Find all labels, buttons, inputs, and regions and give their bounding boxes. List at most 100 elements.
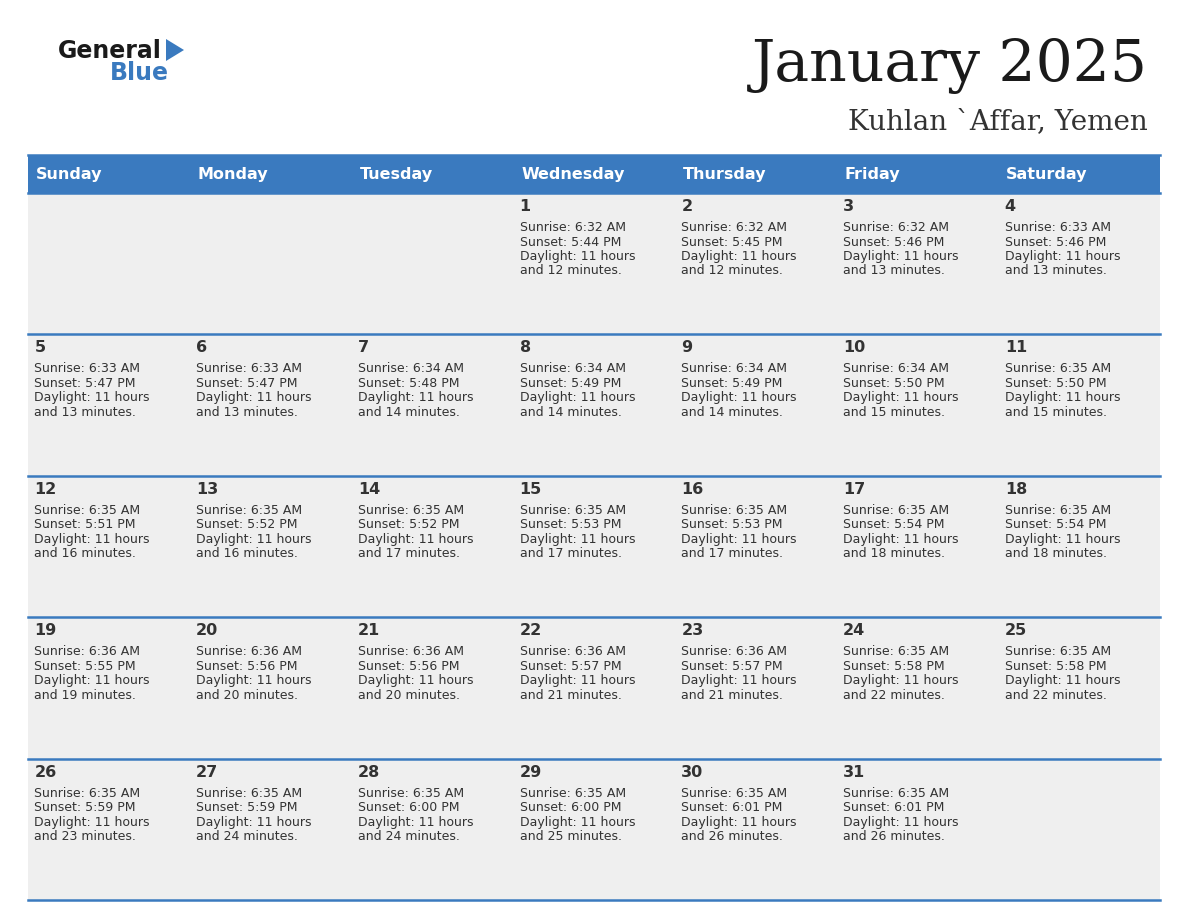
Text: Daylight: 11 hours: Daylight: 11 hours	[843, 815, 959, 829]
Text: Sunset: 5:47 PM: Sunset: 5:47 PM	[34, 377, 135, 390]
Text: Daylight: 11 hours: Daylight: 11 hours	[843, 250, 959, 263]
Text: 22: 22	[519, 623, 542, 638]
Text: 28: 28	[358, 765, 380, 779]
Bar	[836, 334, 998, 476]
Text: Sunset: 5:48 PM: Sunset: 5:48 PM	[358, 377, 460, 390]
Text: Daylight: 11 hours: Daylight: 11 hours	[358, 815, 473, 829]
Text: Sunday: Sunday	[36, 166, 102, 182]
Text: Sunrise: 6:33 AM: Sunrise: 6:33 AM	[196, 363, 302, 375]
Text: Daylight: 11 hours: Daylight: 11 hours	[843, 532, 959, 546]
Bar	[836, 758, 998, 900]
Text: and 17 minutes.: and 17 minutes.	[519, 547, 621, 560]
Bar	[513, 617, 675, 758]
Text: Sunrise: 6:36 AM: Sunrise: 6:36 AM	[519, 645, 626, 658]
Text: Sunrise: 6:34 AM: Sunrise: 6:34 AM	[519, 363, 626, 375]
Bar	[190, 758, 352, 900]
Text: 19: 19	[34, 623, 57, 638]
Text: 24: 24	[843, 623, 865, 638]
Text: Daylight: 11 hours: Daylight: 11 hours	[1005, 532, 1120, 546]
Text: Daylight: 11 hours: Daylight: 11 hours	[682, 674, 797, 688]
Text: and 21 minutes.: and 21 minutes.	[682, 688, 783, 701]
Text: Daylight: 11 hours: Daylight: 11 hours	[682, 815, 797, 829]
Text: Sunrise: 6:32 AM: Sunrise: 6:32 AM	[519, 221, 626, 234]
Text: Sunset: 5:56 PM: Sunset: 5:56 PM	[358, 660, 460, 673]
Text: and 22 minutes.: and 22 minutes.	[843, 688, 944, 701]
Text: 3: 3	[843, 199, 854, 214]
Text: 31: 31	[843, 765, 865, 779]
Text: Sunset: 5:52 PM: Sunset: 5:52 PM	[196, 519, 298, 532]
Bar	[29, 334, 190, 476]
Text: Sunrise: 6:34 AM: Sunrise: 6:34 AM	[358, 363, 463, 375]
Text: and 22 minutes.: and 22 minutes.	[1005, 688, 1107, 701]
Text: 7: 7	[358, 341, 369, 355]
Text: and 21 minutes.: and 21 minutes.	[519, 688, 621, 701]
Bar	[513, 193, 675, 334]
Text: Sunset: 5:57 PM: Sunset: 5:57 PM	[519, 660, 621, 673]
Text: and 19 minutes.: and 19 minutes.	[34, 688, 137, 701]
Text: Daylight: 11 hours: Daylight: 11 hours	[358, 674, 473, 688]
Text: Sunset: 5:54 PM: Sunset: 5:54 PM	[1005, 519, 1106, 532]
Text: Sunrise: 6:35 AM: Sunrise: 6:35 AM	[682, 787, 788, 800]
Text: Kuhlan `Affar, Yemen: Kuhlan `Affar, Yemen	[848, 108, 1148, 135]
Text: Sunset: 5:47 PM: Sunset: 5:47 PM	[196, 377, 298, 390]
Text: and 13 minutes.: and 13 minutes.	[843, 264, 944, 277]
Polygon shape	[166, 39, 184, 61]
Text: Tuesday: Tuesday	[360, 166, 432, 182]
Text: Sunrise: 6:35 AM: Sunrise: 6:35 AM	[519, 787, 626, 800]
Text: Sunset: 5:57 PM: Sunset: 5:57 PM	[682, 660, 783, 673]
Text: Sunset: 6:01 PM: Sunset: 6:01 PM	[843, 801, 944, 814]
Bar	[675, 617, 836, 758]
Text: 17: 17	[843, 482, 865, 497]
Text: Sunrise: 6:36 AM: Sunrise: 6:36 AM	[682, 645, 788, 658]
Text: Sunset: 5:54 PM: Sunset: 5:54 PM	[843, 519, 944, 532]
Text: Sunset: 5:49 PM: Sunset: 5:49 PM	[519, 377, 621, 390]
Text: Sunrise: 6:36 AM: Sunrise: 6:36 AM	[34, 645, 140, 658]
Text: and 24 minutes.: and 24 minutes.	[358, 830, 460, 843]
Text: 16: 16	[682, 482, 703, 497]
Bar	[352, 193, 513, 334]
Text: Sunrise: 6:35 AM: Sunrise: 6:35 AM	[358, 787, 465, 800]
Text: Sunset: 5:56 PM: Sunset: 5:56 PM	[196, 660, 298, 673]
Text: Daylight: 11 hours: Daylight: 11 hours	[34, 391, 150, 405]
Bar	[675, 476, 836, 617]
Text: and 26 minutes.: and 26 minutes.	[843, 830, 944, 843]
Text: Sunset: 5:49 PM: Sunset: 5:49 PM	[682, 377, 783, 390]
Bar	[675, 193, 836, 334]
Bar	[352, 155, 513, 193]
Text: Daylight: 11 hours: Daylight: 11 hours	[1005, 391, 1120, 405]
Text: 21: 21	[358, 623, 380, 638]
Text: Daylight: 11 hours: Daylight: 11 hours	[682, 250, 797, 263]
Text: Sunset: 5:51 PM: Sunset: 5:51 PM	[34, 519, 135, 532]
Bar	[675, 334, 836, 476]
Bar	[190, 193, 352, 334]
Text: Monday: Monday	[197, 166, 268, 182]
Text: January 2025: January 2025	[752, 38, 1148, 94]
Bar	[836, 193, 998, 334]
Text: Blue: Blue	[110, 61, 169, 85]
Bar	[998, 476, 1159, 617]
Text: Daylight: 11 hours: Daylight: 11 hours	[519, 674, 636, 688]
Bar	[836, 617, 998, 758]
Bar	[352, 758, 513, 900]
Text: Sunset: 6:01 PM: Sunset: 6:01 PM	[682, 801, 783, 814]
Text: Sunset: 5:58 PM: Sunset: 5:58 PM	[1005, 660, 1106, 673]
Text: Sunrise: 6:35 AM: Sunrise: 6:35 AM	[519, 504, 626, 517]
Text: Sunrise: 6:32 AM: Sunrise: 6:32 AM	[843, 221, 949, 234]
Text: and 26 minutes.: and 26 minutes.	[682, 830, 783, 843]
Text: Daylight: 11 hours: Daylight: 11 hours	[196, 532, 311, 546]
Text: Daylight: 11 hours: Daylight: 11 hours	[519, 391, 636, 405]
Text: Sunrise: 6:35 AM: Sunrise: 6:35 AM	[682, 504, 788, 517]
Text: 8: 8	[519, 341, 531, 355]
Text: 12: 12	[34, 482, 57, 497]
Text: Sunrise: 6:35 AM: Sunrise: 6:35 AM	[843, 787, 949, 800]
Text: and 17 minutes.: and 17 minutes.	[682, 547, 783, 560]
Bar	[513, 476, 675, 617]
Text: Daylight: 11 hours: Daylight: 11 hours	[519, 250, 636, 263]
Text: 13: 13	[196, 482, 219, 497]
Text: Daylight: 11 hours: Daylight: 11 hours	[519, 815, 636, 829]
Text: Daylight: 11 hours: Daylight: 11 hours	[1005, 674, 1120, 688]
Text: Saturday: Saturday	[1006, 166, 1088, 182]
Text: Sunset: 5:50 PM: Sunset: 5:50 PM	[1005, 377, 1106, 390]
Text: and 20 minutes.: and 20 minutes.	[196, 688, 298, 701]
Text: Daylight: 11 hours: Daylight: 11 hours	[196, 815, 311, 829]
